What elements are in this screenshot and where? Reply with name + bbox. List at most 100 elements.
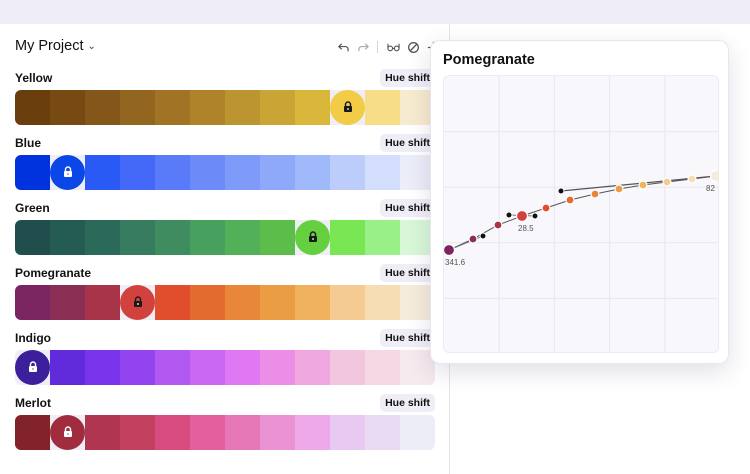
hue-shift-button[interactable]: Hue shift	[380, 134, 435, 152]
color-swatch[interactable]	[85, 155, 120, 190]
color-swatch[interactable]	[190, 220, 225, 255]
locked-swatch[interactable]	[50, 155, 85, 190]
hue-shift-button[interactable]: Hue shift	[380, 69, 435, 87]
curve-point[interactable]	[687, 174, 697, 184]
color-swatch[interactable]	[120, 155, 155, 190]
color-swatch[interactable]	[295, 90, 330, 125]
color-swatch[interactable]	[85, 220, 120, 255]
color-swatch[interactable]	[260, 415, 295, 450]
color-swatch[interactable]	[225, 350, 260, 385]
locked-swatch[interactable]	[15, 350, 50, 385]
color-swatch[interactable]	[330, 155, 365, 190]
curve-handle[interactable]	[557, 187, 565, 195]
color-swatch[interactable]	[190, 90, 225, 125]
curve-point[interactable]	[662, 177, 672, 187]
color-swatch[interactable]	[400, 350, 435, 385]
hue-shift-button[interactable]: Hue shift	[380, 329, 435, 347]
color-swatch[interactable]	[400, 90, 435, 125]
color-swatch[interactable]	[120, 90, 155, 125]
undo-button[interactable]	[334, 38, 352, 56]
hue-shift-button[interactable]: Hue shift	[380, 394, 435, 412]
color-swatch[interactable]	[120, 350, 155, 385]
color-swatch[interactable]	[400, 155, 435, 190]
color-swatch[interactable]	[50, 285, 85, 320]
color-swatch[interactable]	[225, 220, 260, 255]
color-swatch[interactable]	[50, 90, 85, 125]
color-swatch[interactable]	[295, 285, 330, 320]
curve-handle[interactable]	[531, 212, 539, 220]
curve-handle[interactable]	[505, 211, 513, 219]
curve-point[interactable]	[468, 234, 478, 244]
color-swatch[interactable]	[330, 350, 365, 385]
color-swatch[interactable]	[50, 350, 85, 385]
color-swatch[interactable]	[400, 415, 435, 450]
curve-point[interactable]	[614, 184, 624, 194]
color-swatch[interactable]	[50, 220, 85, 255]
color-swatch[interactable]	[225, 285, 260, 320]
color-swatch[interactable]	[400, 285, 435, 320]
color-swatch[interactable]	[120, 220, 155, 255]
curve-point[interactable]	[493, 220, 503, 230]
color-swatch[interactable]	[190, 285, 225, 320]
locked-swatch[interactable]	[50, 415, 85, 450]
curve-point[interactable]	[541, 203, 551, 213]
curve-point[interactable]	[444, 243, 456, 257]
color-swatch[interactable]	[295, 155, 330, 190]
color-swatch[interactable]	[225, 415, 260, 450]
hue-shift-button[interactable]: Hue shift	[380, 264, 435, 282]
color-swatch[interactable]	[365, 285, 400, 320]
color-swatch[interactable]	[85, 90, 120, 125]
color-swatch[interactable]	[155, 415, 190, 450]
color-swatch[interactable]	[225, 155, 260, 190]
color-swatch[interactable]	[155, 220, 190, 255]
vision-simulation-button[interactable]	[384, 38, 402, 56]
color-swatch[interactable]	[85, 415, 120, 450]
locked-swatch[interactable]	[330, 90, 365, 125]
color-swatch[interactable]	[330, 220, 365, 255]
color-swatch[interactable]	[15, 90, 50, 125]
color-swatch[interactable]	[85, 285, 120, 320]
color-swatch[interactable]	[295, 350, 330, 385]
color-swatch[interactable]	[155, 90, 190, 125]
curve-point[interactable]	[565, 195, 575, 205]
color-swatch[interactable]	[260, 350, 295, 385]
color-swatch[interactable]	[365, 350, 400, 385]
color-swatch[interactable]	[190, 155, 225, 190]
curve-point[interactable]	[590, 189, 600, 199]
hue-curve-chart[interactable]: 341.6 28.5 82	[443, 75, 719, 353]
curve-point[interactable]	[709, 169, 720, 183]
color-swatch[interactable]	[330, 285, 365, 320]
color-swatch[interactable]	[155, 285, 190, 320]
color-swatch[interactable]	[330, 415, 365, 450]
curve-handle[interactable]	[479, 232, 487, 240]
color-swatch[interactable]	[260, 90, 295, 125]
project-selector[interactable]: My Project ⌄	[15, 38, 96, 54]
locked-swatch[interactable]	[295, 220, 330, 255]
curve-point[interactable]	[515, 209, 529, 223]
color-swatch[interactable]	[260, 220, 295, 255]
color-swatch[interactable]	[155, 155, 190, 190]
color-swatch[interactable]	[15, 415, 50, 450]
color-swatch[interactable]	[365, 220, 400, 255]
color-swatch[interactable]	[15, 285, 50, 320]
color-swatch[interactable]	[155, 350, 190, 385]
color-swatch[interactable]	[295, 415, 330, 450]
color-swatch[interactable]	[260, 285, 295, 320]
color-swatch[interactable]	[190, 350, 225, 385]
color-swatch[interactable]	[400, 220, 435, 255]
hue-shift-button[interactable]: Hue shift	[380, 199, 435, 217]
locked-swatch[interactable]	[120, 285, 155, 320]
color-swatch[interactable]	[15, 220, 50, 255]
chart-canvas[interactable]: 341.6 28.5 82	[444, 76, 719, 353]
curve-point[interactable]	[638, 180, 648, 190]
color-swatch[interactable]	[365, 90, 400, 125]
color-swatch[interactable]	[365, 415, 400, 450]
color-swatch[interactable]	[225, 90, 260, 125]
color-swatch[interactable]	[190, 415, 225, 450]
color-swatch[interactable]	[120, 415, 155, 450]
color-swatch[interactable]	[85, 350, 120, 385]
disable-button[interactable]	[404, 38, 422, 56]
color-swatch[interactable]	[260, 155, 295, 190]
color-swatch[interactable]	[365, 155, 400, 190]
redo-button[interactable]	[354, 38, 372, 56]
